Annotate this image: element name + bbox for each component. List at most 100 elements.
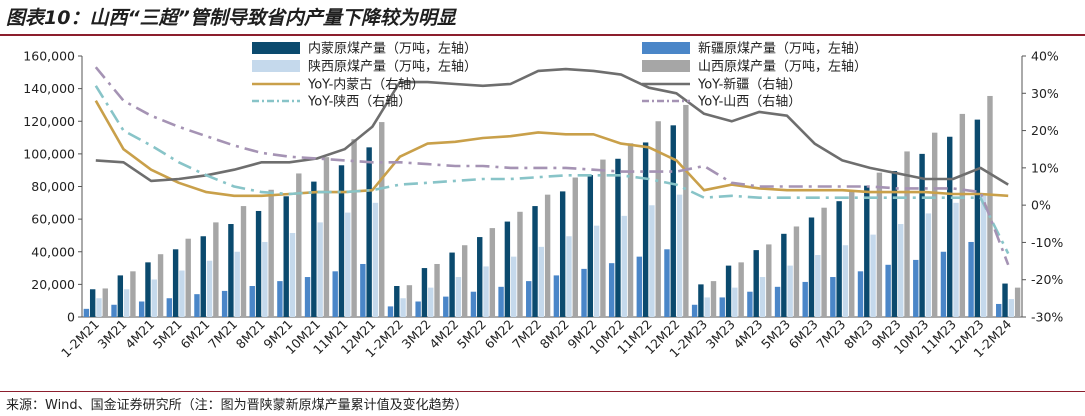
x-axis-tick-label: 7M21	[205, 317, 240, 352]
bar-xinjiang	[691, 304, 698, 317]
bar-inner-mongolia	[891, 171, 898, 317]
bar-shaanxi	[455, 277, 462, 317]
x-axis-tick-label: 3M22	[399, 317, 434, 352]
x-axis-tick-label: 6M21	[177, 317, 212, 352]
bar-inner-mongolia	[725, 265, 732, 317]
x-axis-tick-label: 4M21	[122, 317, 157, 352]
bar-xinjiang	[194, 294, 200, 317]
bar-shanxi	[793, 226, 800, 317]
right-axis-tick-label: 30%	[1031, 86, 1059, 101]
bar-xinjiang	[387, 306, 394, 317]
bar-xinjiang	[277, 281, 283, 317]
right-axis-tick-label: 40%	[1031, 49, 1059, 64]
bar-inner-mongolia	[200, 236, 206, 317]
bar-shanxi	[489, 228, 496, 317]
x-axis-tick-label: 5M21	[150, 317, 185, 352]
x-axis-tick-label: 6M23	[786, 317, 821, 352]
bar-shaanxi	[400, 298, 406, 317]
bar-shaanxi	[206, 260, 213, 317]
bar-shanxi	[600, 159, 606, 317]
left-axis-tick-label: 40,000	[31, 244, 75, 259]
bar-inner-mongolia	[615, 158, 621, 317]
bar-shaanxi	[123, 289, 130, 317]
bar-shaanxi	[621, 215, 627, 317]
bar-inner-mongolia	[864, 185, 870, 317]
bar-xinjiang	[940, 251, 947, 317]
bar-shanxi	[738, 262, 744, 317]
bar-shanxi	[627, 143, 634, 317]
x-axis-tick-label: 3M21	[94, 317, 129, 352]
right-axis-tick-label: -30%	[1031, 310, 1063, 325]
x-axis-tick-label: 5M23	[758, 317, 793, 352]
bar-shanxi	[323, 157, 330, 317]
right-axis-tick-label: 10%	[1031, 160, 1059, 175]
x-axis-tick-label: 1-2M21	[58, 317, 102, 361]
bar-xinjiang	[608, 263, 615, 317]
bar-xinjiang	[581, 268, 587, 317]
bar-shanxi	[130, 271, 136, 317]
bar-inner-mongolia	[89, 289, 96, 317]
bar-shaanxi	[870, 234, 876, 317]
bar-shaanxi	[234, 251, 240, 317]
bar-shaanxi	[815, 255, 821, 317]
bar-shanxi	[849, 190, 855, 317]
legend-label: 新疆原煤产量（万吨，左轴）	[698, 41, 867, 57]
bar-xinjiang	[830, 277, 836, 317]
legend-swatch	[252, 42, 300, 54]
bar-inner-mongolia	[587, 175, 594, 317]
bar-shanxi	[655, 121, 661, 317]
line-yoy-inner-mongolia	[94, 100, 1009, 198]
bar-shanxi	[240, 206, 247, 317]
bar-shaanxi	[510, 256, 517, 317]
bar-xinjiang	[138, 301, 145, 317]
chart-canvas: 0 20,000 40,000 60,000 80,000 100,000 120,000 1…	[23, 41, 1063, 361]
bar-shanxi	[213, 222, 219, 317]
chart-title-bar: 图表10：山西“三超”管制导致省内产量下降较为明显	[0, 0, 1085, 33]
bar-xinjiang	[83, 308, 90, 317]
legend-swatch	[252, 60, 300, 72]
bar-inner-mongolia	[504, 221, 511, 317]
bar-shanxi	[683, 104, 689, 317]
x-axis-tick-label: 5M22	[454, 317, 489, 352]
bar-inner-mongolia	[366, 147, 372, 317]
bar-shanxi	[544, 194, 551, 317]
bar-shaanxi	[676, 194, 683, 317]
bar-shanxi	[351, 139, 357, 317]
bar-inner-mongolia	[670, 125, 676, 317]
bar-xinjiang	[774, 286, 781, 317]
bar-inner-mongolia	[642, 142, 649, 317]
bar-shanxi	[710, 281, 717, 317]
bar-inner-mongolia	[449, 252, 455, 317]
bar-inner-mongolia	[311, 181, 317, 317]
bar-inner-mongolia	[394, 286, 400, 317]
bar-shanxi	[821, 207, 827, 317]
bar-xinjiang	[968, 241, 974, 317]
left-axis-tick-label: 140,000	[23, 81, 75, 96]
right-axis-tick-label: -20%	[1031, 272, 1063, 287]
x-axis-tick-label: 8M22	[537, 317, 572, 352]
bar-shaanxi	[538, 246, 545, 317]
left-axis-tick-label: 0	[67, 310, 75, 325]
bar-shaanxi	[428, 287, 434, 317]
bar-shaanxi	[787, 265, 793, 317]
left-axis-tick-label: 120,000	[23, 114, 75, 129]
bar-shanxi	[434, 263, 440, 317]
bar-shaanxi	[759, 277, 766, 317]
left-axis-tick-label: 60,000	[31, 212, 75, 227]
bar-xinjiang	[111, 304, 117, 317]
bar-xinjiang	[747, 291, 753, 317]
legend-label: YoY-内蒙古（右轴）	[307, 77, 424, 93]
x-axis-tick-label: 4M23	[730, 317, 765, 352]
bar-xinjiang	[498, 286, 504, 317]
left-axis-tick-label: 80,000	[31, 179, 75, 194]
bar-shanxi	[268, 189, 274, 317]
legend-label: 内蒙原煤产量（万吨，左轴）	[308, 41, 477, 57]
x-axis-tick-label: 8M21	[233, 317, 268, 352]
bar-shaanxi	[345, 212, 351, 317]
x-axis-tick-label: 7M22	[509, 317, 544, 352]
legend-label: 山西原煤产量（万吨，左轴）	[698, 60, 867, 75]
bar-shaanxi	[566, 236, 572, 317]
bar-shanxi	[296, 173, 302, 317]
bar-shanxi	[904, 151, 910, 317]
bar-xinjiang	[664, 249, 670, 317]
